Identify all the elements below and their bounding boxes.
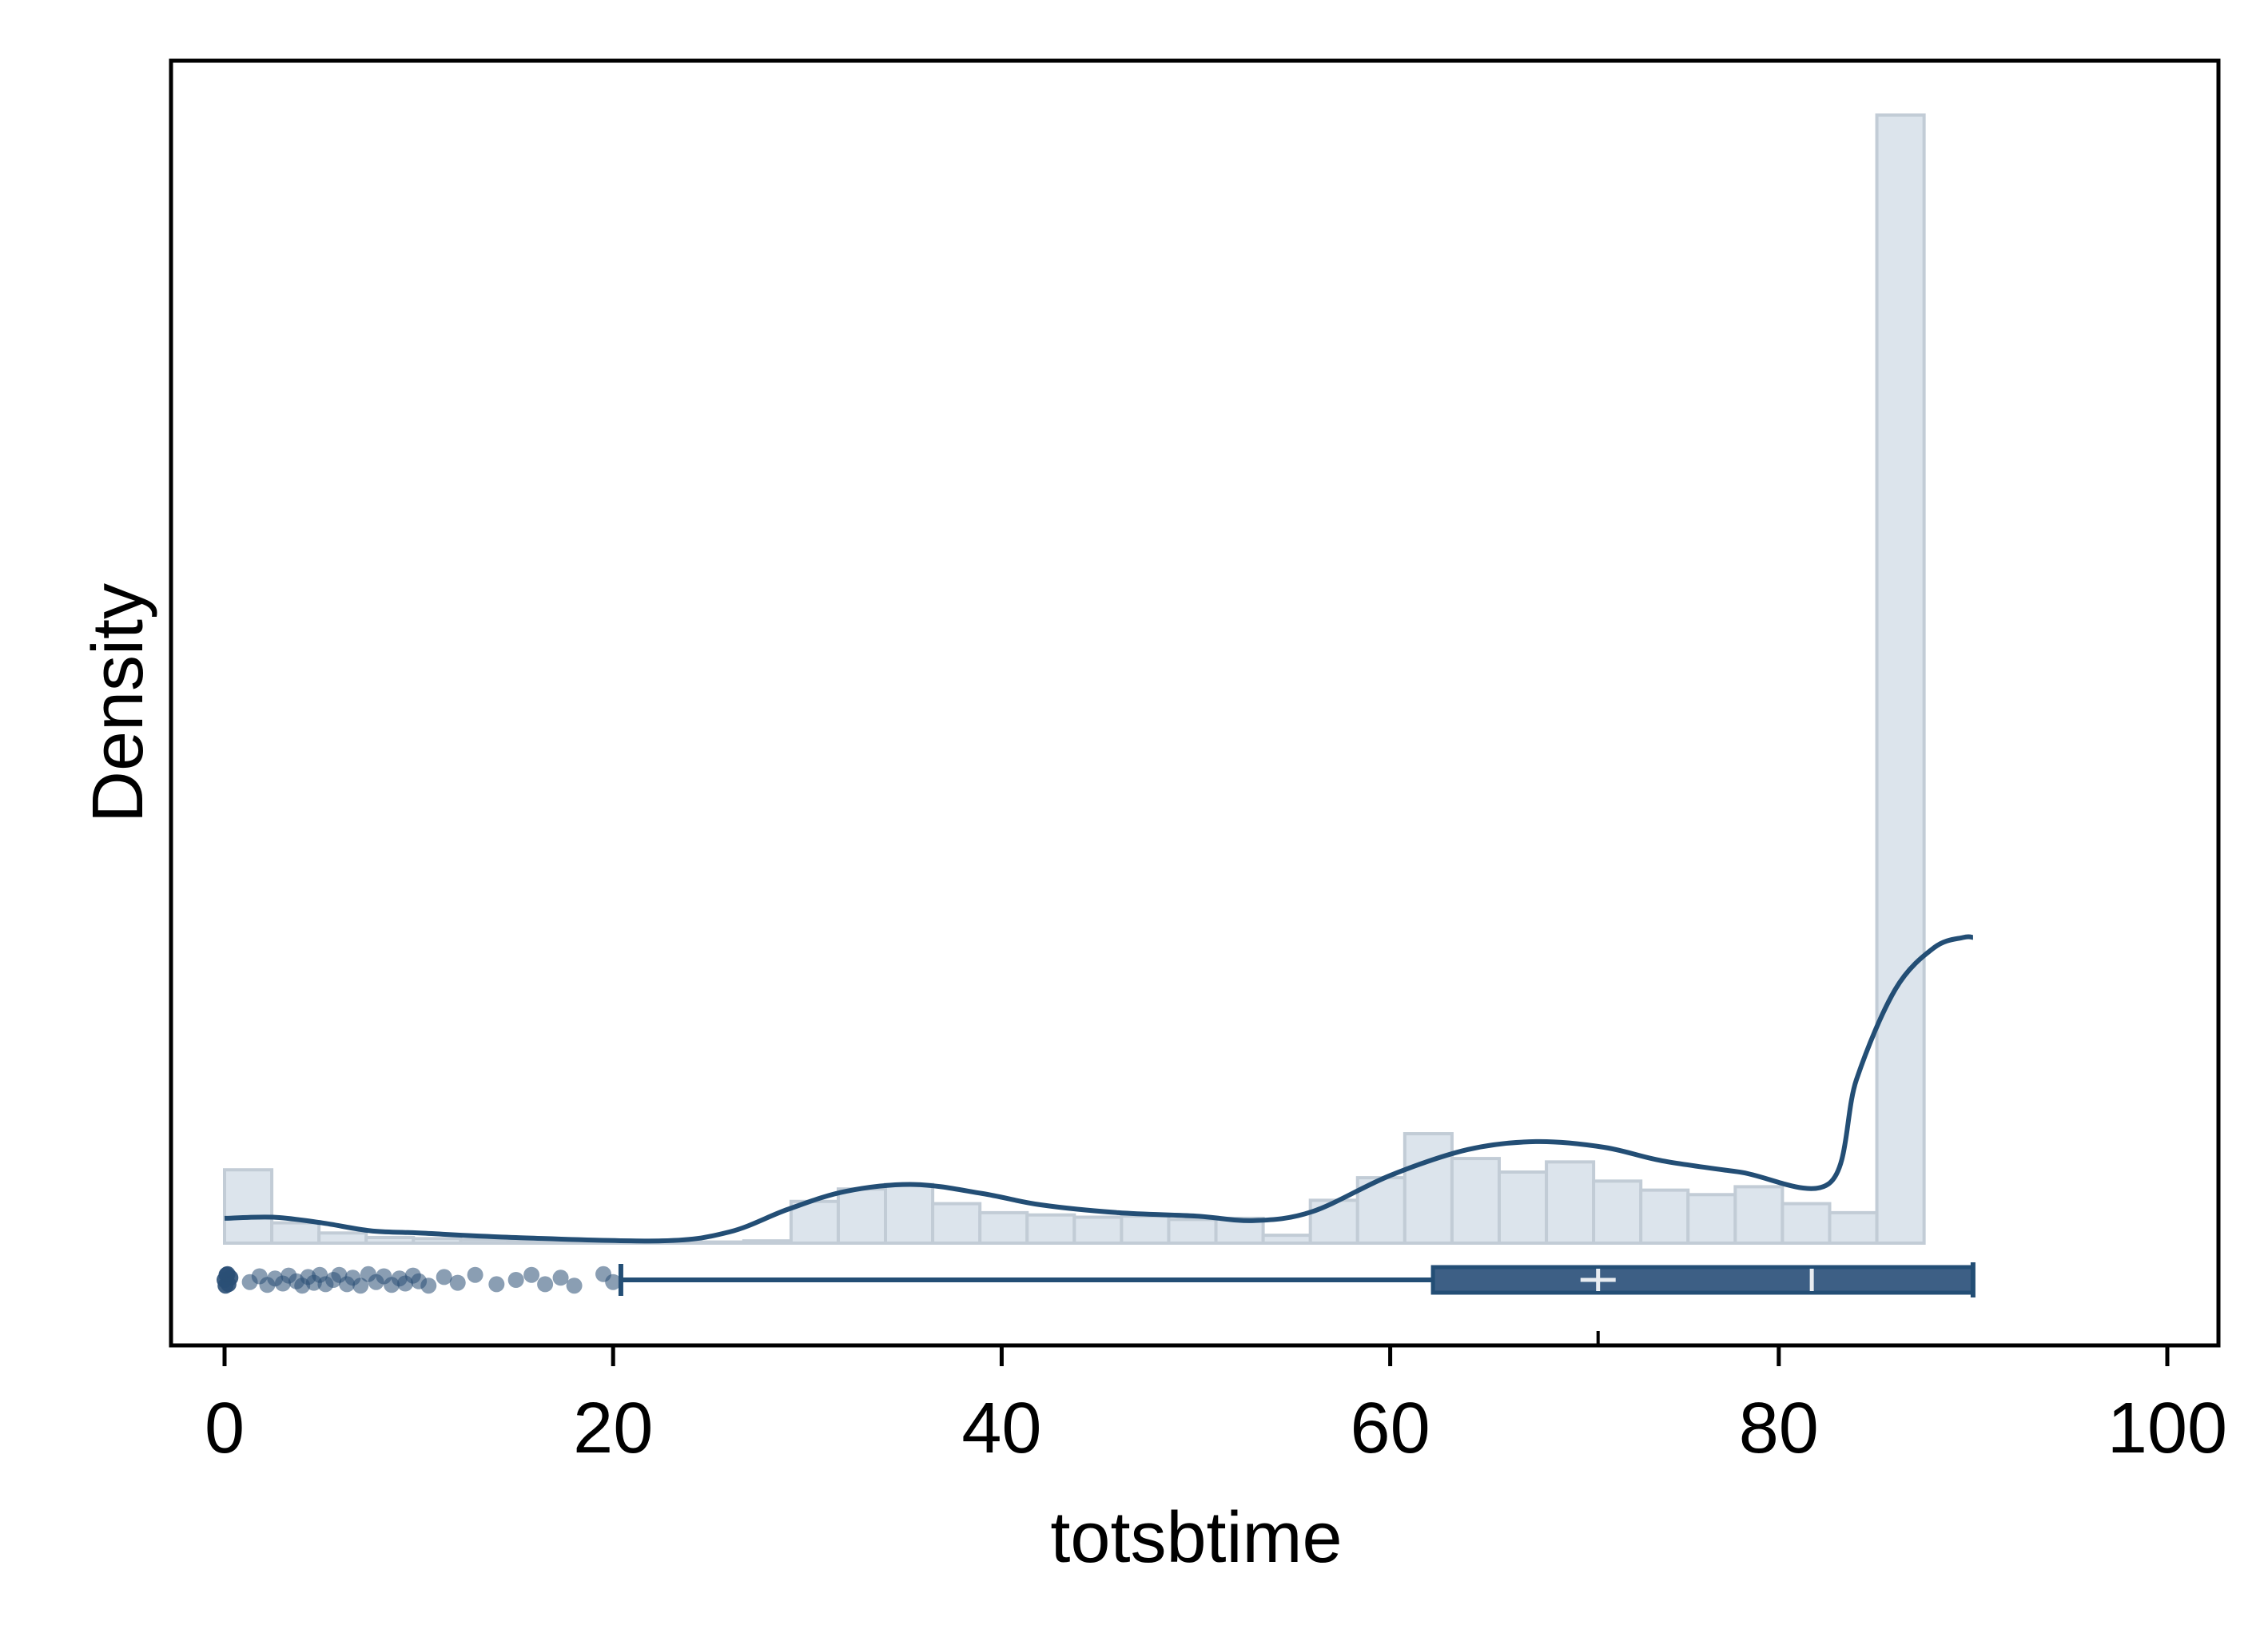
histogram-bar [1308, 1198, 1359, 1245]
histogram-bar [742, 1239, 793, 1246]
histogram-bar [836, 1187, 888, 1245]
x-tick-label: 20 [573, 1389, 653, 1468]
histogram-bar [1875, 113, 1926, 1245]
histogram-bar [1261, 1234, 1312, 1245]
outlier-point [436, 1269, 452, 1285]
histogram-bar [1828, 1210, 1879, 1245]
histogram-bar [1781, 1202, 1832, 1245]
density-curve [224, 934, 1974, 1244]
x-tick-label: 60 [1351, 1389, 1430, 1468]
histogram-bar [1167, 1218, 1218, 1246]
histogram-bar [1450, 1157, 1501, 1245]
x-axis-title: totsbtime [1050, 1498, 1342, 1578]
histogram-bar [1639, 1188, 1690, 1245]
histogram-bar [1025, 1213, 1076, 1245]
outlier-point [507, 1272, 524, 1288]
outlier-point [420, 1277, 437, 1294]
boxplot-layer [618, 1262, 1976, 1345]
x-tick-label: 40 [961, 1389, 1041, 1468]
x-tick-label: 80 [1739, 1389, 1819, 1468]
x-axis: 0 20 40 60 80 100 [205, 1345, 2227, 1468]
histogram-bar [270, 1221, 321, 1245]
outlier-point [552, 1270, 569, 1286]
histogram-bar [412, 1237, 463, 1246]
histogram-bar [223, 1168, 274, 1245]
y-axis-title: Density [78, 583, 158, 823]
histogram-bar [1403, 1132, 1454, 1246]
histogram-bar [1686, 1193, 1737, 1246]
plot-frame [169, 58, 2221, 1348]
outlier-points [217, 1266, 622, 1294]
x-tick-label: 100 [2107, 1389, 2227, 1468]
histogram-bar [1545, 1160, 1596, 1246]
histogram-bar [1072, 1215, 1124, 1246]
density-curve-layer [224, 934, 1974, 1244]
outlier-point [467, 1266, 483, 1283]
boxplot-box [1430, 1265, 1976, 1295]
outlier-point [449, 1274, 466, 1291]
histogram-bar [1120, 1214, 1171, 1246]
outlier-point [488, 1276, 505, 1293]
outlier-point [523, 1266, 540, 1283]
histogram-bar [1733, 1185, 1785, 1246]
outlier-point [352, 1277, 369, 1294]
histogram-bar [931, 1202, 982, 1245]
histogram-bar [884, 1182, 935, 1246]
histogram-bar [1592, 1179, 1643, 1245]
histogram-bar [317, 1231, 368, 1245]
histogram-bar [364, 1235, 416, 1245]
x-tick-label: 0 [205, 1389, 245, 1468]
outlier-point [605, 1274, 622, 1290]
outlier-point [219, 1266, 236, 1282]
histogram-bar [694, 1240, 746, 1246]
histogram-bar [1497, 1170, 1549, 1245]
histogram-bar [459, 1238, 510, 1246]
histogram-bar [978, 1210, 1029, 1245]
histogram-bar [506, 1239, 557, 1246]
outlier-point [566, 1277, 583, 1294]
outlier-point [537, 1276, 554, 1293]
